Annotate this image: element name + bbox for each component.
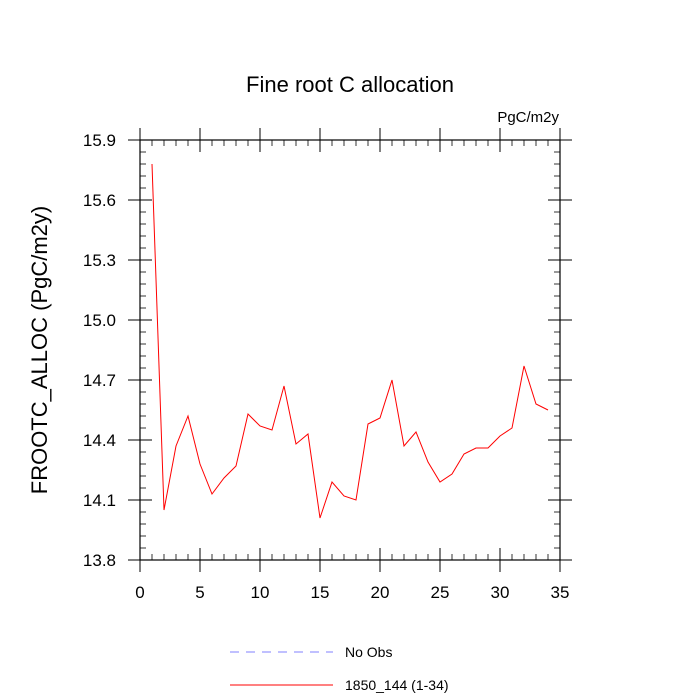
units-label: PgC/m2y xyxy=(497,109,559,126)
series-group xyxy=(151,163,549,519)
y-tick-label: 14.1 xyxy=(83,491,116,510)
x-tick-label: 0 xyxy=(135,583,144,602)
legend-label-1: 1850_144 (1-34) xyxy=(345,677,449,693)
y-tick-label: 15.9 xyxy=(83,131,116,150)
legend-label-0: No Obs xyxy=(345,644,392,660)
tick-labels: 0 5 10 15 20 25 30 35 13.8 14.1 14.4 14.7 15.0 15.3 15… xyxy=(83,131,570,602)
y-axis-label: FROOTC_ALLOC (PgC/m2y) xyxy=(27,206,52,495)
y-tick-label: 13.8 xyxy=(83,551,116,570)
x-tick-label: 5 xyxy=(195,583,204,602)
x-tick-label: 10 xyxy=(251,583,270,602)
y-tick-label: 14.7 xyxy=(83,371,116,390)
legend: No Obs 1850_144 (1-34) xyxy=(230,644,449,693)
series-line-1 xyxy=(151,163,549,519)
y-tick-label: 14.4 xyxy=(83,431,116,450)
y-tick-label: 15.0 xyxy=(83,311,116,330)
plot-frame xyxy=(139,139,561,561)
y-tick-label: 15.6 xyxy=(83,191,116,210)
chart-title: Fine root C allocation xyxy=(246,72,454,97)
x-tick-label: 25 xyxy=(431,583,450,602)
axis-ticks xyxy=(128,128,572,572)
x-tick-label: 35 xyxy=(551,583,570,602)
x-tick-label: 20 xyxy=(371,583,390,602)
x-tick-label: 15 xyxy=(311,583,330,602)
y-tick-label: 15.3 xyxy=(83,251,116,270)
x-tick-label: 30 xyxy=(491,583,510,602)
